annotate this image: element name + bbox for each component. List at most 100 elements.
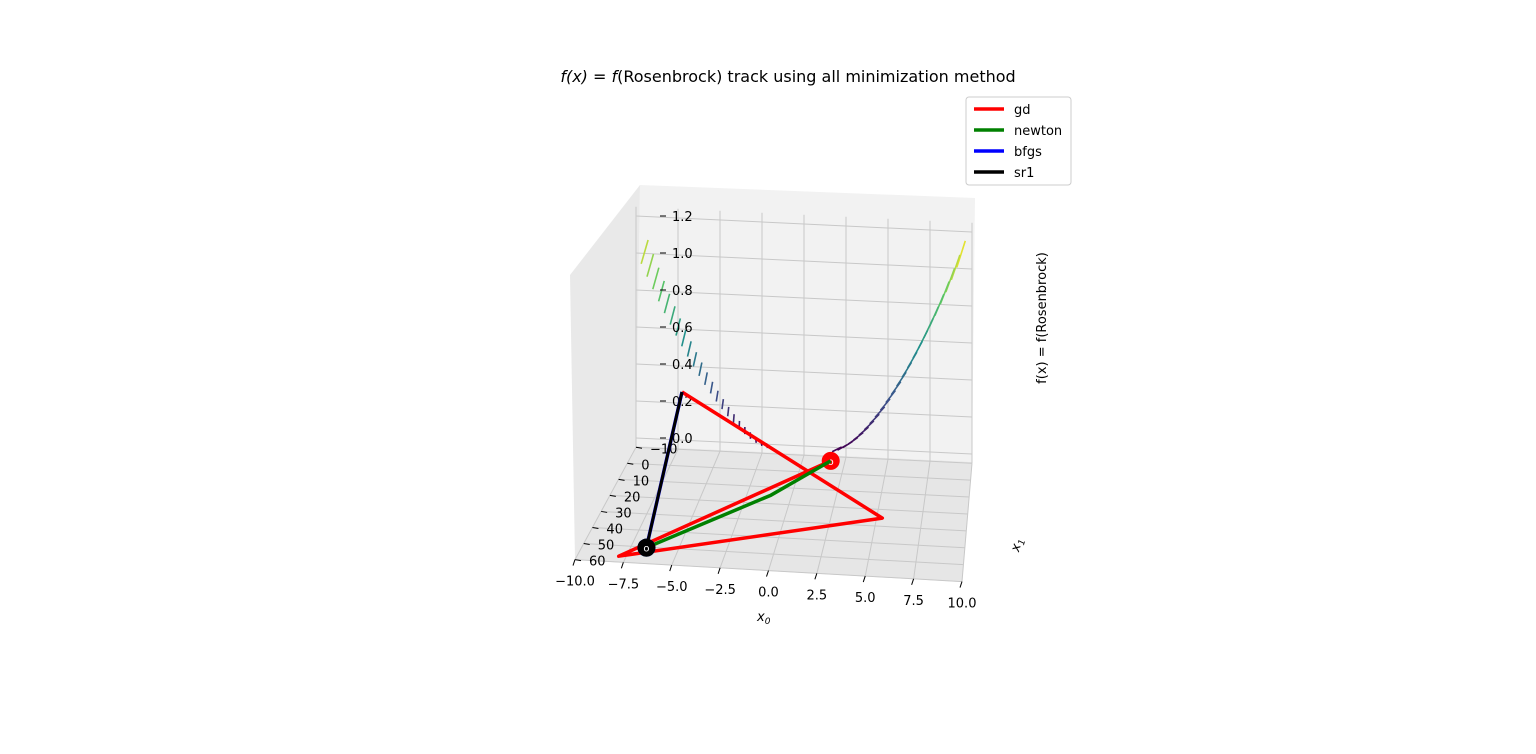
- axes-panes: [570, 185, 975, 582]
- floor-grid-line: [627, 462, 971, 481]
- chart-title-suffix: (Rosenbrock) track using all minimizatio…: [617, 67, 1016, 86]
- x-tick-label: −2.5: [704, 583, 736, 598]
- back-grid-line: [635, 215, 973, 233]
- z-tick-label: 0.4: [672, 358, 693, 373]
- x-tick-label: 2.5: [807, 588, 828, 603]
- surface-contour-line: [874, 406, 886, 418]
- floor-grid-line: [574, 447, 637, 560]
- floor-grid-line: [592, 526, 965, 549]
- y-tick-mark: [592, 526, 599, 529]
- legend-label-newton: newton: [1014, 124, 1062, 139]
- track-sr1: [644, 391, 684, 548]
- left-pane: [570, 185, 640, 560]
- x-tick-label: −10.0: [555, 575, 595, 590]
- x-tick-label: 7.5: [903, 594, 924, 609]
- surface-contour-line: [721, 398, 725, 410]
- x-axis: 10.0 7.5 5.0 2.5 0.0 −2.5 −5.0 −7.5 −10.0: [555, 559, 977, 612]
- legend-label-gd: gd: [1014, 103, 1031, 118]
- x-tick-mark: [862, 575, 866, 583]
- surface-contour-line: [726, 406, 730, 417]
- x-tick-mark: [911, 578, 915, 585]
- surface-contour-line: [950, 254, 961, 281]
- x-tick-label: 10.0: [948, 597, 977, 612]
- surface-contour-line: [879, 398, 891, 411]
- x-tick-mark: [717, 567, 721, 574]
- z-tick-label: 0.0: [672, 432, 693, 447]
- back-grid-line: [635, 363, 973, 381]
- floor-grid-line: [601, 510, 967, 532]
- surface-contour-line: [680, 329, 687, 347]
- y-tick-label: 30: [615, 506, 632, 521]
- surface-contour-line: [869, 413, 880, 425]
- y-tick-label: 50: [598, 539, 615, 554]
- surface-contour-line: [686, 341, 692, 357]
- back-grid-line: [635, 326, 973, 344]
- surface-contour-line: [956, 240, 967, 268]
- surface-contour-line: [657, 280, 665, 302]
- surface-contour-line: [692, 351, 698, 367]
- surface-contour-line: [704, 372, 709, 386]
- y-tick-mark: [618, 478, 625, 481]
- legend-box: [965, 96, 1072, 186]
- z-tick-label: 0.6: [672, 321, 693, 336]
- tracks: oooo: [616, 390, 885, 558]
- x-tick-label: −7.5: [608, 577, 640, 592]
- surface-contour-line: [640, 239, 649, 265]
- x-tick-mark: [814, 573, 818, 580]
- y-tick-mark: [583, 543, 590, 546]
- z-tick-label: 0.8: [672, 284, 693, 299]
- surface-contour-line: [663, 293, 671, 314]
- x-tick-mark: [959, 581, 963, 588]
- y-tick-mark: [601, 510, 608, 513]
- track-gd: [616, 390, 885, 558]
- y-tick-label: 60: [589, 555, 606, 570]
- legend: gd newton bfgs sr1: [965, 96, 1072, 186]
- floor-grid-line: [913, 461, 931, 579]
- x-axis-label: x0: [756, 610, 771, 627]
- y-tick-label: 0: [641, 458, 649, 473]
- z-axis-label: f(x) = f(Rosenbrock): [1035, 252, 1050, 384]
- chart-title: f(x) = f(Rosenbrock) track using all min…: [560, 67, 1015, 86]
- legend-label-sr1: sr1: [1014, 166, 1034, 181]
- surface-contour-line: [831, 446, 842, 453]
- surface-contour-line: [715, 390, 719, 402]
- floor-grid-line: [635, 446, 973, 464]
- back-pane: [636, 185, 975, 462]
- y-tick-mark: [574, 559, 582, 562]
- floor-grid-line: [816, 457, 847, 574]
- x-tick-label: −5.0: [656, 580, 688, 595]
- surface-contour-line: [652, 267, 660, 290]
- floor-grid-line: [609, 494, 968, 515]
- floor-grid-line: [719, 453, 763, 569]
- surface-contour-line: [885, 390, 897, 404]
- surface-contour-line: [646, 253, 655, 277]
- track-newton: [645, 459, 832, 550]
- floor-grid-line: [622, 449, 679, 563]
- y-tick-label: 40: [606, 522, 623, 537]
- x-tick-label: 5.0: [855, 591, 876, 606]
- surface-contour-line: [732, 414, 735, 423]
- z-tick-label: 1.2: [672, 210, 693, 225]
- track-end-marker-label: o: [643, 544, 649, 555]
- surface-contour-line: [698, 362, 703, 377]
- floor-grid-line: [618, 478, 970, 498]
- floor-grid-line: [961, 463, 973, 582]
- surface-contour-line: [837, 444, 848, 451]
- y-tick-mark: [635, 446, 643, 449]
- x-tick-mark: [572, 559, 576, 566]
- surface-contours: [640, 239, 967, 453]
- y-axis-label: x1: [1008, 537, 1028, 555]
- y-tick-label: 10: [633, 474, 650, 489]
- back-grid-line: [635, 437, 973, 455]
- back-grid-line: [635, 400, 973, 418]
- x-tick-mark: [766, 570, 769, 577]
- legend-label-bfgs: bfgs: [1014, 145, 1042, 160]
- x-tick-mark: [620, 562, 624, 569]
- x-tick-mark: [669, 564, 673, 572]
- track-end-marker-sr1: [637, 538, 656, 557]
- surface-contour-line: [709, 381, 714, 394]
- back-grid-line: [635, 289, 973, 307]
- z-tick-label: 1.0: [672, 247, 693, 262]
- y-tick-label: 20: [624, 490, 641, 505]
